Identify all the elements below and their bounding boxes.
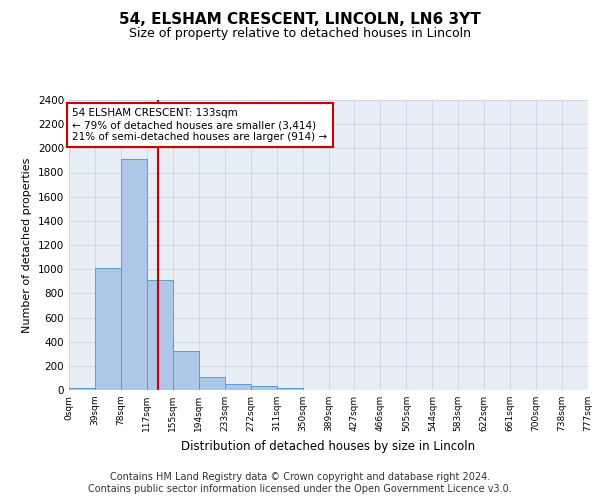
Bar	[225, 384, 251, 390]
Text: Size of property relative to detached houses in Lincoln: Size of property relative to detached ho…	[129, 28, 471, 40]
X-axis label: Distribution of detached houses by size in Lincoln: Distribution of detached houses by size …	[181, 440, 476, 452]
Bar	[147, 280, 173, 390]
Bar	[199, 376, 224, 390]
Text: Contains HM Land Registry data © Crown copyright and database right 2024.
Contai: Contains HM Land Registry data © Crown c…	[88, 472, 512, 494]
Bar	[69, 388, 95, 390]
Bar	[251, 386, 277, 390]
Text: 54, ELSHAM CRESCENT, LINCOLN, LN6 3YT: 54, ELSHAM CRESCENT, LINCOLN, LN6 3YT	[119, 12, 481, 28]
Bar	[95, 268, 121, 390]
Bar	[173, 352, 199, 390]
Text: 54 ELSHAM CRESCENT: 133sqm
← 79% of detached houses are smaller (3,414)
21% of s: 54 ELSHAM CRESCENT: 133sqm ← 79% of deta…	[73, 108, 328, 142]
Bar	[277, 388, 302, 390]
Y-axis label: Number of detached properties: Number of detached properties	[22, 158, 32, 332]
Bar	[121, 159, 147, 390]
